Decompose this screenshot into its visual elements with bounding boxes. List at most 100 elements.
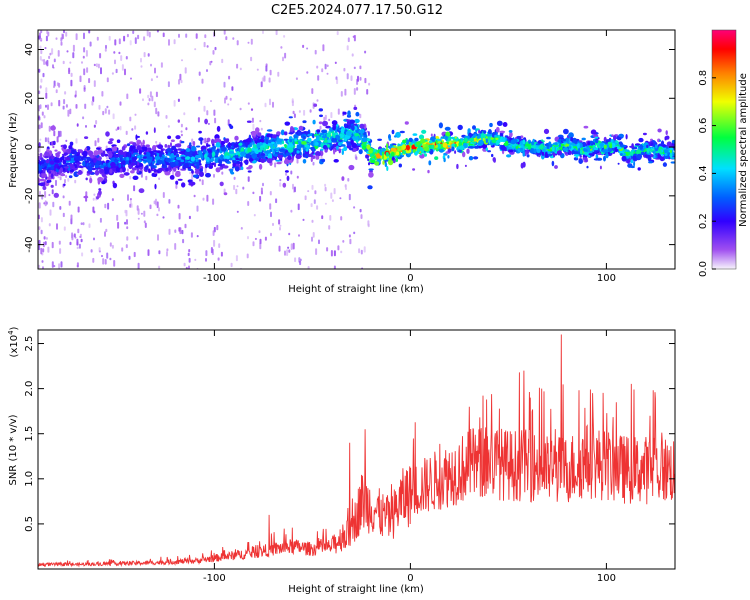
spectrogram-cell xyxy=(388,134,391,140)
spectrogram-cell xyxy=(374,161,380,166)
spectrogram-speckle xyxy=(166,251,168,257)
spectrogram-cell xyxy=(557,147,560,151)
spectrogram-cell xyxy=(280,129,285,136)
spectrogram-cell xyxy=(130,170,135,174)
spectrogram-speckle xyxy=(39,138,42,141)
spectrogram-cell xyxy=(653,150,656,154)
spectrogram-cell xyxy=(260,147,263,151)
spectrogram-cell xyxy=(603,136,607,142)
spectrogram-cell xyxy=(633,160,636,167)
spectrogram-cell xyxy=(145,165,149,169)
spectrogram-cell xyxy=(405,139,410,145)
spectrogram-cell xyxy=(538,146,544,149)
spectrogram-speckle xyxy=(191,174,194,181)
spectrogram-cell xyxy=(394,155,398,159)
spectrogram-speckle xyxy=(229,97,232,101)
spectrogram-cell xyxy=(64,166,70,169)
spectrogram-cell xyxy=(578,158,583,164)
spectrogram-cell xyxy=(136,135,140,138)
spectrogram-cell xyxy=(637,167,641,171)
spectrogram-speckle xyxy=(311,219,314,223)
spectrogram-speckle xyxy=(336,78,339,85)
spectrogram-speckle xyxy=(38,146,41,153)
spectrogram-cell xyxy=(50,155,55,160)
spectrogram-cell xyxy=(599,165,602,170)
spectrogram-cell xyxy=(101,180,106,185)
spectrogram-cell xyxy=(295,148,301,152)
spectrogram-speckle xyxy=(310,203,313,208)
spectrogram-cell xyxy=(493,158,496,163)
spectrogram-speckle xyxy=(182,238,185,244)
spectrogram-cell xyxy=(247,170,252,173)
spectrogram-speckle xyxy=(162,32,165,38)
spectrogram-cell xyxy=(579,149,583,155)
spectrogram-cell xyxy=(81,155,88,159)
spectrogram-speckle xyxy=(124,68,126,76)
spectrogram-speckle xyxy=(119,125,122,131)
spectrogram-cell xyxy=(332,125,336,131)
spectrogram-cell xyxy=(96,147,101,150)
spectrogram-cell xyxy=(42,185,47,191)
spectrogram-cell xyxy=(162,154,166,157)
spectrogram-speckle xyxy=(134,37,137,44)
spectrogram-cell xyxy=(671,139,675,144)
spectrogram-speckle xyxy=(82,222,85,226)
spectrogram-speckle xyxy=(111,244,114,249)
spectrogram-speckle xyxy=(359,65,362,70)
spectrogram-cell xyxy=(638,137,644,143)
spectrogram-cell xyxy=(514,144,518,147)
spectrogram-speckle xyxy=(53,58,56,63)
spectrogram-speckle xyxy=(50,102,53,107)
spectrogram-speckle xyxy=(126,226,129,230)
spectrogram-speckle xyxy=(140,65,143,68)
spectrogram-cell xyxy=(297,141,302,145)
snr-series-line xyxy=(38,334,675,568)
spectrogram-cell xyxy=(266,158,273,164)
spectrogram-cell xyxy=(205,172,211,178)
spectrogram-x-tick-label: -100 xyxy=(203,273,226,284)
spectrogram-cell xyxy=(74,164,78,169)
spectrogram-cell xyxy=(287,147,294,153)
spectrogram-cell xyxy=(190,156,196,162)
spectrogram-cell xyxy=(478,139,484,146)
spectrogram-cell xyxy=(666,141,672,147)
spectrogram-cell xyxy=(468,138,475,142)
spectrogram-cell xyxy=(304,154,309,159)
spectrogram-speckle xyxy=(119,101,122,106)
spectrogram-speckle xyxy=(203,41,206,48)
spectrogram-speckle xyxy=(142,98,144,102)
spectrogram-cell xyxy=(119,173,125,178)
spectrogram-speckle xyxy=(45,237,48,240)
spectrogram-cell xyxy=(180,140,185,144)
spectrogram-cell xyxy=(114,159,118,163)
spectrogram-speckle xyxy=(269,203,272,210)
spectrogram-cell xyxy=(293,134,298,139)
snr-y-axis-label: SNR (10 * v/v) xyxy=(8,414,19,485)
spectrogram-speckle xyxy=(178,227,181,232)
spectrogram-speckle xyxy=(137,34,140,40)
spectrogram-cell xyxy=(408,137,413,143)
spectrogram-cell xyxy=(621,155,627,162)
spectrogram-speckle xyxy=(307,190,310,193)
spectrogram-cell xyxy=(544,151,548,157)
spectrogram-speckle xyxy=(180,123,183,128)
spectrogram-cell xyxy=(211,162,215,166)
spectrogram-speckle xyxy=(286,249,289,256)
spectrogram-speckle xyxy=(272,222,274,226)
spectrogram-cell xyxy=(118,149,124,156)
spectrogram-cell xyxy=(594,136,599,139)
spectrogram-cell xyxy=(302,120,307,124)
spectrogram-cell xyxy=(520,140,524,144)
spectrogram-cell xyxy=(318,121,323,125)
spectrogram-speckle xyxy=(250,56,253,62)
spectrogram-speckle xyxy=(274,162,277,168)
spectrogram-speckle xyxy=(247,102,250,105)
spectrogram-cell xyxy=(320,148,324,151)
spectrogram-speckle xyxy=(70,214,73,220)
spectrogram-cell xyxy=(583,152,587,155)
spectrogram-cell xyxy=(70,155,75,158)
spectrogram-speckle xyxy=(148,98,151,102)
colorbar-frame xyxy=(711,29,737,270)
spectrogram-cell xyxy=(110,157,115,161)
spectrogram-speckle xyxy=(225,36,228,41)
